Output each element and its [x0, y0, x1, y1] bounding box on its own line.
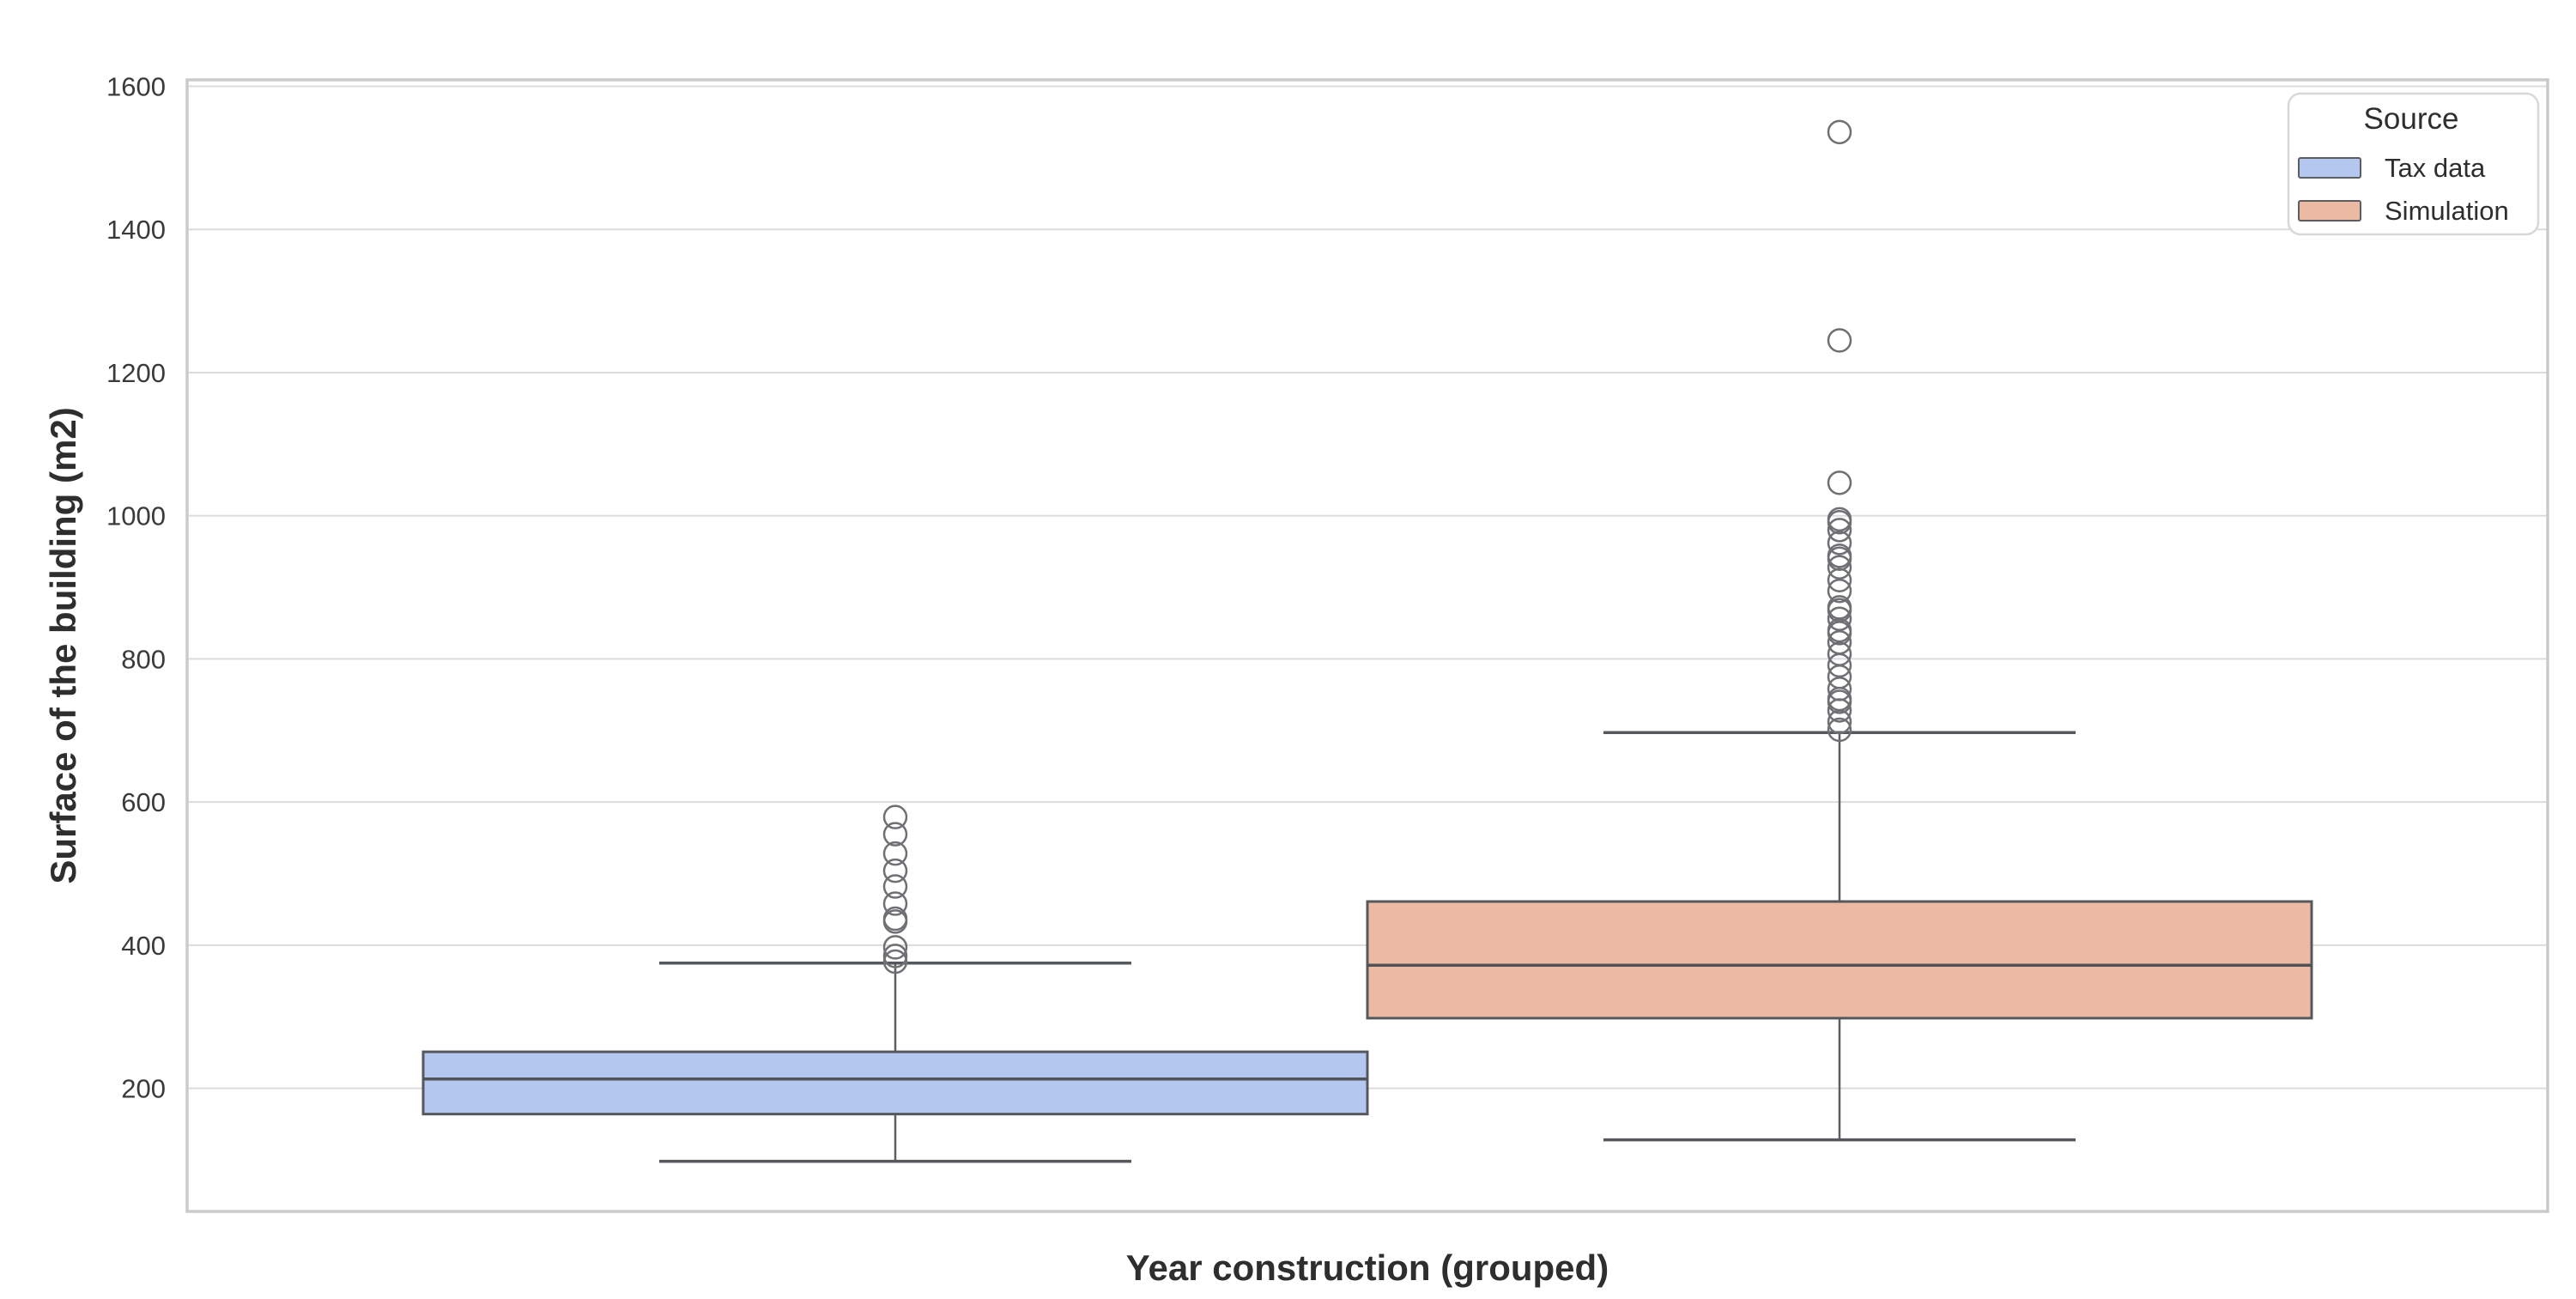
outlier-point-tax-data: [882, 858, 908, 883]
outlier-point-tax-data: [882, 909, 908, 934]
y-tick-label: 400: [121, 931, 166, 961]
outlier-point-simulation: [1827, 518, 1852, 543]
box-group-simulation: [1366, 119, 2313, 1142]
legend: Source Tax data Simulation: [2287, 92, 2540, 236]
y-tick-label: 1400: [106, 215, 166, 245]
legend-title: Source: [2364, 102, 2459, 136]
outlier-point-simulation: [1827, 328, 1852, 353]
outlier-point-tax-data: [882, 841, 908, 866]
outlier-point-simulation: [1827, 709, 1852, 735]
outlier-point-tax-data: [882, 949, 908, 974]
outlier-point-tax-data: [882, 944, 908, 968]
plot-frame: [185, 78, 2549, 1213]
outlier-point-simulation: [1827, 689, 1852, 714]
box-simulation: [1366, 900, 2313, 1020]
legend-label-simulation: Simulation: [2385, 196, 2509, 226]
gridlines: [187, 85, 2548, 1090]
outlier-point-tax-data: [882, 891, 908, 916]
plot-area: [187, 80, 2548, 1211]
outlier-point-tax-data: [882, 822, 908, 847]
y-tick-label: 800: [121, 644, 166, 674]
outlier-point-simulation: [1827, 531, 1852, 555]
y-tick-label: 200: [121, 1074, 166, 1104]
legend-swatch-simulation: [2298, 200, 2361, 222]
outlier-point-simulation: [1827, 509, 1852, 535]
y-tick-label: 1000: [106, 501, 166, 531]
outlier-point-simulation: [1827, 717, 1852, 743]
y-tick-label: 1600: [106, 72, 166, 102]
legend-item-tax-data: Tax data: [2298, 153, 2486, 183]
x-axis-label: Year construction (grouped): [1126, 1247, 1609, 1288]
legend-frame: [2287, 92, 2540, 236]
outlier-point-tax-data: [882, 874, 908, 899]
box-group-tax-data: [421, 804, 1369, 1163]
outlier-point-simulation: [1827, 555, 1852, 580]
y-axis-tick-labels: 200 400 600 800 1000 1200 1400 1600: [106, 72, 166, 1104]
outlier-point-tax-data: [882, 935, 908, 960]
outlier-point-tax-data: [882, 804, 908, 829]
box-tax-data: [421, 1050, 1369, 1116]
legend-swatch-tax-data: [2298, 157, 2361, 179]
y-tick-label: 600: [121, 787, 166, 817]
outlier-point-simulation: [1827, 119, 1852, 145]
outlier-point-simulation: [1827, 621, 1852, 646]
outlier-point-simulation: [1827, 578, 1852, 604]
legend-label-tax-data: Tax data: [2385, 153, 2486, 183]
box-series-layer: [421, 119, 2313, 1163]
y-tick-label: 1200: [106, 358, 166, 388]
outlier-point-simulation: [1827, 606, 1852, 631]
outlier-point-simulation: [1827, 653, 1852, 678]
legend-item-simulation: Simulation: [2298, 196, 2509, 226]
outlier-point-simulation: [1827, 568, 1852, 592]
y-axis-label: Surface of the building (m2): [43, 407, 83, 883]
outlier-point-simulation: [1827, 470, 1852, 495]
outlier-point-simulation: [1827, 698, 1852, 723]
